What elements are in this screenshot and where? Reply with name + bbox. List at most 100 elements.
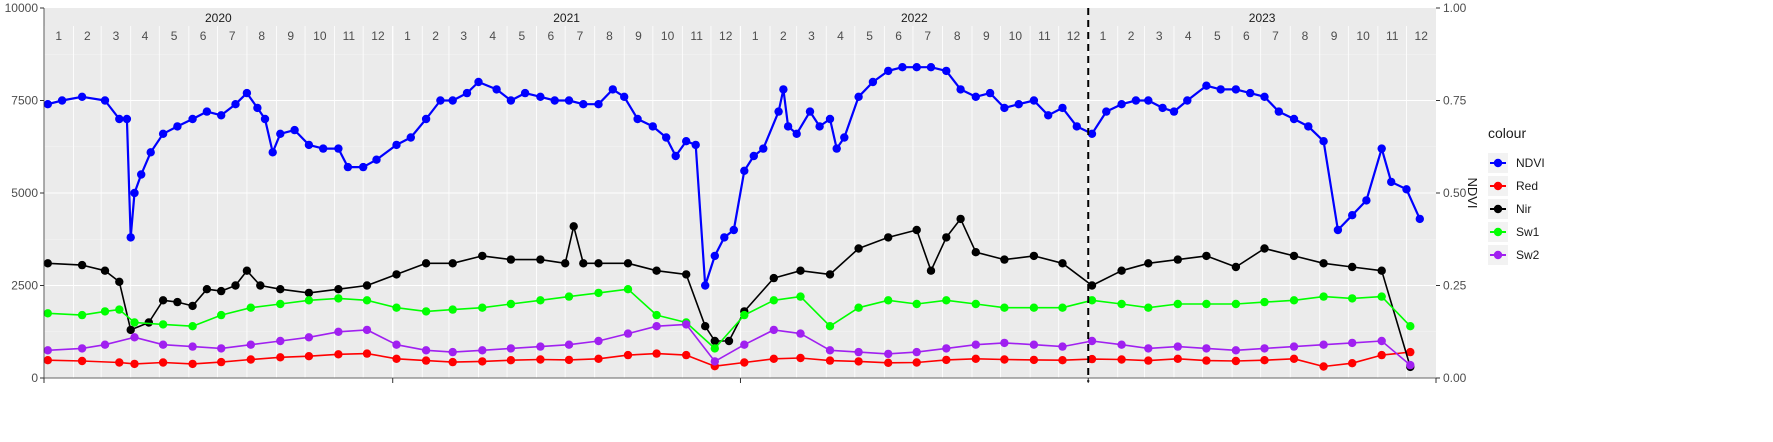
data-point [1144,96,1153,105]
data-point [1289,296,1299,305]
data-point [564,292,574,301]
data-point [971,248,980,257]
data-point [792,129,801,138]
data-point [276,353,285,362]
month-label: 6 [200,29,207,43]
data-point [608,85,617,94]
data-point [1029,340,1039,349]
data-point [43,346,52,355]
legend-item-red: Red [1488,176,1538,196]
data-point [334,285,343,294]
data-point [1348,262,1357,272]
month-label: 2 [1128,29,1135,43]
data-point [1202,356,1211,365]
month-label: 12 [1067,29,1081,43]
data-point [304,288,314,298]
data-point [421,346,431,355]
data-point [1202,81,1211,90]
data-point [796,329,805,338]
y2-tick-label: 0.00 [1443,371,1467,385]
month-label: 7 [229,29,236,43]
data-point [1274,107,1284,116]
y-tick-label: 0 [31,371,38,385]
month-label: 6 [548,29,555,43]
data-point [671,151,680,161]
data-point [710,344,719,353]
data-point [854,357,863,366]
data-point [100,266,110,275]
series-red [43,347,1415,371]
y2-tick-label: 1.00 [1443,1,1467,15]
data-point [729,225,738,235]
data-point [1406,347,1415,357]
data-point [334,350,343,359]
data-point [1260,356,1269,365]
data-point [720,233,729,242]
series-line [47,323,1411,366]
month-label: 4 [142,29,149,43]
legend: colour NDVI Red Nir Sw1 Sw2 [1488,125,1545,265]
data-point [1173,299,1183,309]
data-point [1058,103,1067,113]
data-point [392,270,401,279]
data-point [710,357,719,366]
data-point [1144,259,1153,268]
month-label: 12 [371,29,385,43]
data-point [100,340,110,349]
data-point [217,344,226,353]
data-point [1087,129,1097,138]
data-point [304,352,314,361]
month-label: 10 [1009,29,1023,43]
data-point [884,358,893,367]
legend-key-point [1493,227,1503,237]
data-point [536,342,545,351]
data-point [623,329,633,338]
data-point [362,281,372,290]
data-point [188,322,197,331]
data-point [971,340,980,349]
data-point [115,358,124,367]
data-point [231,281,240,290]
y2-tick-label: 0.25 [1443,279,1467,293]
data-point [1000,255,1009,264]
data-point [362,349,372,358]
data-point [594,259,603,268]
data-point [536,92,545,102]
data-point [564,355,574,365]
data-point [144,318,153,327]
legend-label: Nir [1516,202,1531,216]
month-label: 11 [1386,29,1399,43]
data-point [854,347,863,357]
data-point [1087,336,1097,346]
month-label: 4 [837,29,844,43]
data-point [462,88,472,98]
data-point [652,322,661,331]
data-point [985,88,995,98]
year-label: 2022 [901,11,928,25]
data-point [372,155,381,164]
data-point [1144,356,1153,365]
data-point [436,96,445,105]
data-point [536,355,545,364]
data-point [1289,354,1299,363]
data-point [648,122,657,131]
month-label: 10 [313,29,327,43]
data-point [594,336,603,346]
data-point [1000,355,1009,364]
data-point [1406,360,1415,370]
data-point [1231,262,1241,272]
month-label: 3 [1156,29,1163,43]
data-point [231,100,240,109]
data-point [1117,100,1126,109]
data-point [1202,344,1211,353]
data-point [57,96,67,105]
data-point [759,144,768,153]
data-point [898,62,907,72]
data-point [146,148,155,157]
data-point [710,336,719,346]
data-point [805,107,815,116]
data-point [1406,322,1415,331]
data-point [343,162,353,172]
data-point [682,350,691,360]
data-point [130,333,139,342]
